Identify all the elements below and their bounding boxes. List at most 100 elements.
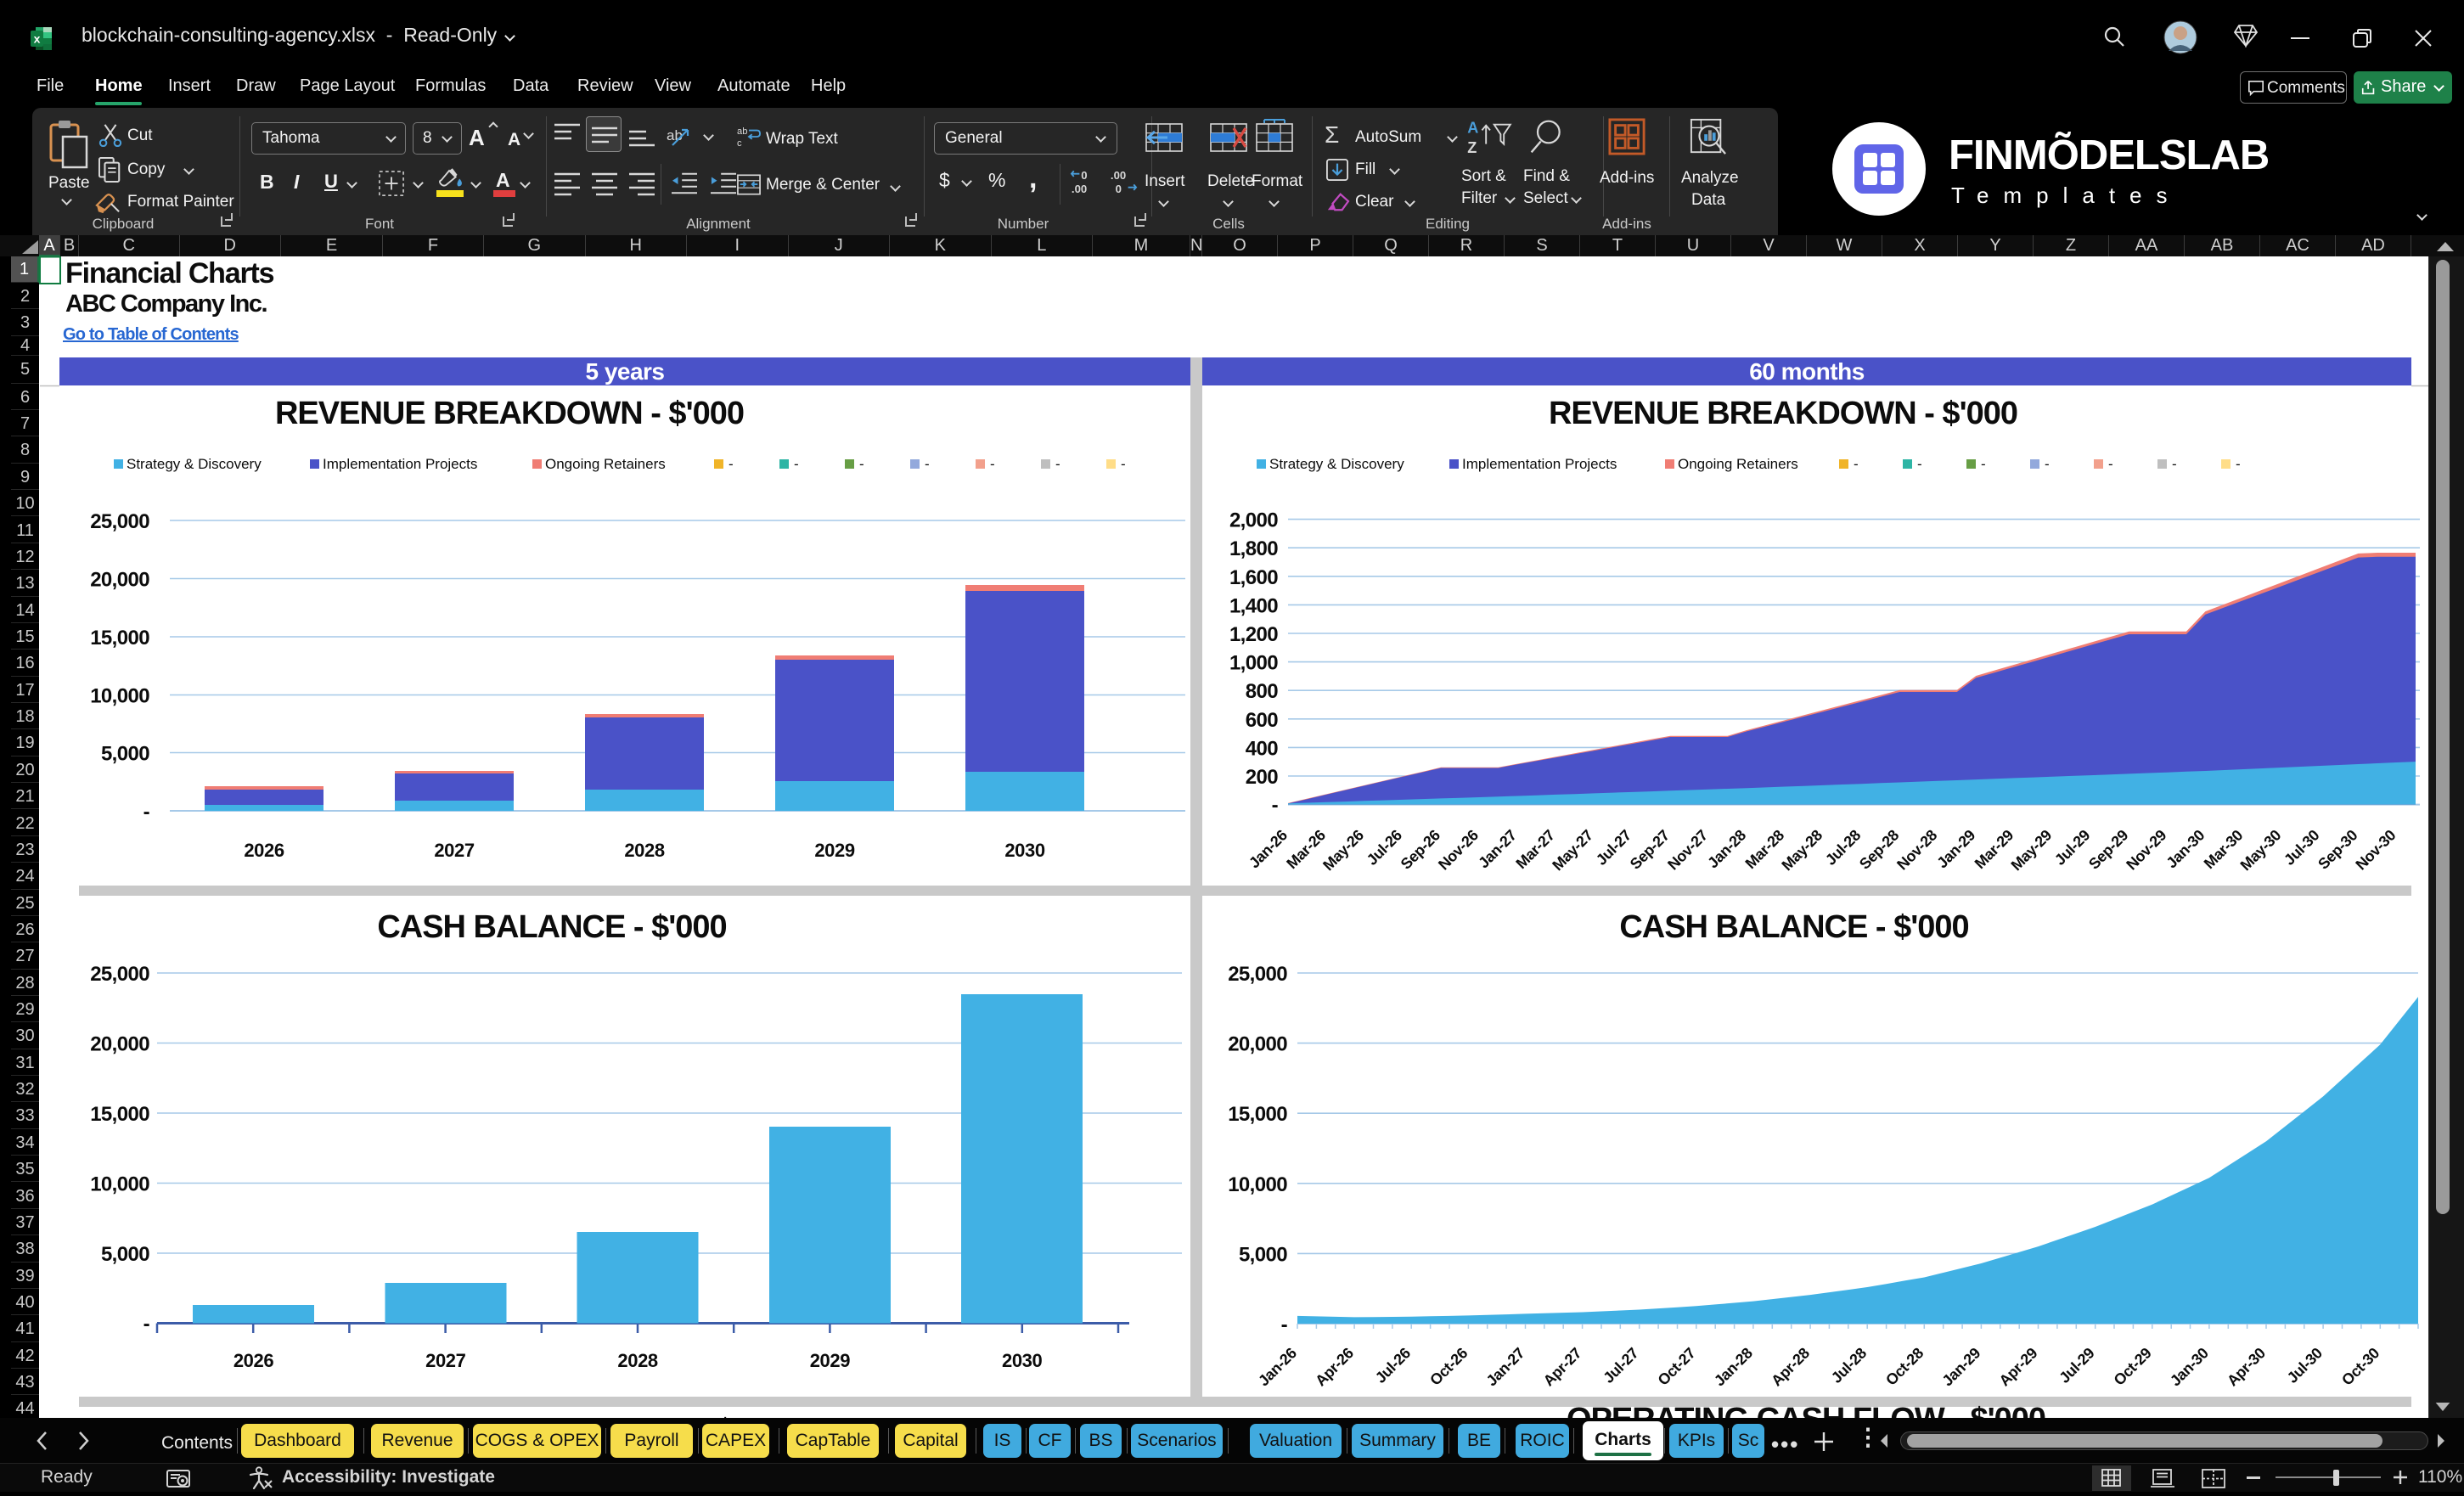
svg-text:-: - bbox=[1272, 794, 1279, 817]
svg-text:Sep-26: Sep-26 bbox=[1398, 826, 1443, 872]
svg-text:.00: .00 bbox=[1111, 169, 1126, 182]
svg-text:Apr-30: Apr-30 bbox=[2224, 1344, 2269, 1389]
svg-text:Sep-28: Sep-28 bbox=[1856, 826, 1902, 872]
svg-text:-: - bbox=[2236, 456, 2241, 472]
svg-text:5 years: 5 years bbox=[585, 358, 664, 385]
svg-text:5,000: 5,000 bbox=[1239, 1243, 1287, 1266]
svg-text:Apr-28: Apr-28 bbox=[1768, 1344, 1813, 1389]
svg-text:2030: 2030 bbox=[1002, 1350, 1043, 1371]
svg-text:Oct-29: Oct-29 bbox=[2111, 1344, 2155, 1388]
svg-text:Nov-27: Nov-27 bbox=[1664, 826, 1711, 873]
svg-text:-: - bbox=[143, 1313, 150, 1336]
svg-text:Apr-26: Apr-26 bbox=[1312, 1344, 1357, 1389]
svg-text:Templates: Templates bbox=[1951, 183, 2182, 208]
svg-text:-: - bbox=[2108, 456, 2113, 472]
svg-text:Nov-30: Nov-30 bbox=[2352, 826, 2399, 873]
svg-text:10,000: 10,000 bbox=[90, 1173, 149, 1196]
svg-text:2027: 2027 bbox=[425, 1350, 466, 1371]
svg-text:A: A bbox=[1467, 120, 1478, 136]
svg-text:10,000: 10,000 bbox=[90, 685, 149, 708]
svg-text:25,000: 25,000 bbox=[1228, 963, 1287, 986]
svg-text:-: - bbox=[925, 456, 930, 472]
svg-text:15,000: 15,000 bbox=[90, 1103, 149, 1126]
svg-text:200: 200 bbox=[1246, 766, 1278, 789]
svg-text:-: - bbox=[1981, 456, 1986, 472]
svg-text:OPERATING CASH FLOW - $'000: OPERATING CASH FLOW - $'000 bbox=[1567, 1402, 2045, 1418]
svg-text:2028: 2028 bbox=[624, 840, 665, 861]
svg-text:400: 400 bbox=[1246, 737, 1278, 760]
svg-text:Implementation Projects: Implementation Projects bbox=[1462, 456, 1617, 472]
svg-text:800: 800 bbox=[1246, 680, 1278, 703]
svg-text:Jan-28: Jan-28 bbox=[1711, 1344, 1756, 1389]
svg-text:-: - bbox=[859, 456, 864, 472]
svg-text:10,000: 10,000 bbox=[1228, 1173, 1287, 1196]
svg-text:c: c bbox=[737, 138, 742, 149]
svg-text:.00: .00 bbox=[1072, 183, 1087, 195]
svg-text:Jan-28: Jan-28 bbox=[1704, 826, 1749, 871]
svg-text:2,000: 2,000 bbox=[1229, 509, 1278, 532]
svg-text:Sep-27: Sep-27 bbox=[1627, 826, 1673, 872]
svg-text:Implementation Projects: Implementation Projects bbox=[323, 456, 477, 472]
svg-text:May-29: May-29 bbox=[2008, 826, 2056, 874]
svg-text:0: 0 bbox=[1081, 169, 1087, 182]
svg-text:5,000: 5,000 bbox=[101, 743, 149, 766]
svg-text:Jul-26: Jul-26 bbox=[1372, 1344, 1415, 1386]
svg-text:CASH BALANCE - $'000: CASH BALANCE - $'000 bbox=[1619, 909, 1968, 945]
svg-text:Nov-29: Nov-29 bbox=[2123, 826, 2169, 873]
svg-text:0: 0 bbox=[1116, 183, 1122, 195]
svg-text:Strategy & Discovery: Strategy & Discovery bbox=[127, 456, 262, 472]
svg-text:Jul-29: Jul-29 bbox=[2056, 1344, 2098, 1386]
svg-text:Sep-29: Sep-29 bbox=[2085, 826, 2131, 872]
svg-text:600: 600 bbox=[1246, 709, 1278, 732]
svg-text:Oct-28: Oct-28 bbox=[1882, 1344, 1927, 1388]
svg-text:2026: 2026 bbox=[233, 1350, 274, 1371]
svg-text:Jul-28: Jul-28 bbox=[1828, 1344, 1871, 1386]
svg-text:Jan-26: Jan-26 bbox=[1255, 1344, 1300, 1389]
svg-text:May-28: May-28 bbox=[1778, 826, 1825, 874]
svg-text:15,000: 15,000 bbox=[1228, 1103, 1287, 1126]
svg-text:Jan-29: Jan-29 bbox=[1938, 1344, 1983, 1389]
svg-text:REVENUE BREAKDOWN - $'000: REVENUE BREAKDOWN - $'000 bbox=[1549, 396, 2017, 431]
svg-text:x: x bbox=[34, 32, 41, 46]
svg-text:-: - bbox=[2172, 456, 2177, 472]
svg-text:Oct-27: Oct-27 bbox=[1655, 1344, 1699, 1388]
svg-text:20,000: 20,000 bbox=[90, 1033, 149, 1056]
svg-text:Jan-30: Jan-30 bbox=[2163, 826, 2208, 871]
svg-text:ABC Company Inc.: ABC Company Inc. bbox=[65, 290, 267, 318]
svg-text:5,000: 5,000 bbox=[101, 1243, 149, 1266]
svg-text:REVENUE BREAKDOWN - $'000: REVENUE BREAKDOWN - $'000 bbox=[275, 396, 744, 431]
svg-text:1,600: 1,600 bbox=[1229, 566, 1278, 589]
svg-text:-: - bbox=[2045, 456, 2050, 472]
svg-text:2028: 2028 bbox=[617, 1350, 658, 1371]
svg-text:15,000: 15,000 bbox=[90, 627, 149, 650]
svg-text:Nov-26: Nov-26 bbox=[1435, 826, 1482, 873]
svg-text:1,200: 1,200 bbox=[1229, 623, 1278, 646]
svg-text:Strategy & Discovery: Strategy & Discovery bbox=[1269, 456, 1404, 472]
svg-text:Jan-27: Jan-27 bbox=[1483, 1344, 1528, 1389]
svg-text:-: - bbox=[1121, 456, 1126, 472]
svg-text:OPERATING CASH FLOW - $'000: OPERATING CASH FLOW - $'000 bbox=[312, 1413, 791, 1418]
svg-text:May-27: May-27 bbox=[1549, 826, 1596, 874]
svg-text:2029: 2029 bbox=[814, 840, 855, 861]
svg-text:25,000: 25,000 bbox=[90, 510, 149, 533]
svg-text:Ongoing Retainers: Ongoing Retainers bbox=[545, 456, 666, 472]
svg-text:-: - bbox=[1281, 1313, 1288, 1336]
svg-text:-: - bbox=[729, 456, 734, 472]
svg-text:Ongoing Retainers: Ongoing Retainers bbox=[1678, 456, 1798, 472]
svg-text:20,000: 20,000 bbox=[90, 569, 149, 592]
svg-text:2026: 2026 bbox=[244, 840, 284, 861]
svg-text:Jul-30: Jul-30 bbox=[2284, 1344, 2326, 1386]
svg-text:-: - bbox=[1055, 456, 1060, 472]
svg-text:Jan-29: Jan-29 bbox=[1933, 826, 1978, 871]
svg-text:Jan-26: Jan-26 bbox=[1246, 826, 1291, 871]
svg-text:ab: ab bbox=[667, 127, 683, 143]
svg-text:Jan-30: Jan-30 bbox=[2167, 1344, 2212, 1389]
svg-text:Sep-30: Sep-30 bbox=[2315, 826, 2360, 872]
svg-text:Oct-30: Oct-30 bbox=[2338, 1344, 2382, 1388]
svg-text:1,400: 1,400 bbox=[1229, 594, 1278, 617]
svg-text:-: - bbox=[990, 456, 995, 472]
svg-text:Financial Charts: Financial Charts bbox=[65, 257, 274, 290]
svg-text:May-30: May-30 bbox=[2237, 826, 2285, 874]
svg-text:2029: 2029 bbox=[810, 1350, 851, 1371]
svg-text:Apr-27: Apr-27 bbox=[1540, 1344, 1585, 1389]
